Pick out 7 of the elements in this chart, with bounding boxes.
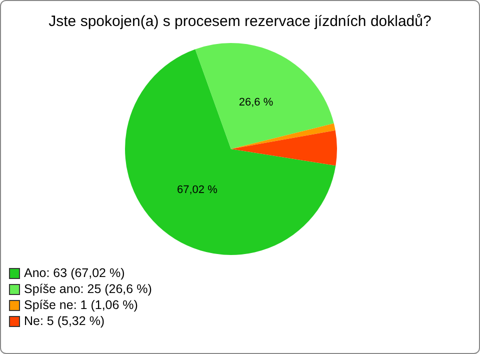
data-label: 67,02 % — [177, 184, 218, 196]
legend-label: Spíše ano: 25 (26,6 %) — [24, 281, 152, 297]
chart-title: Jste spokojen(a) s procesem rezervace jízdních dokladů? — [48, 13, 432, 30]
legend-label: Spíše ne: 1 (1,06 %) — [24, 297, 138, 313]
legend-label: Ne: 5 (5,32 %) — [24, 313, 105, 329]
data-label: 26,6 % — [238, 96, 274, 108]
legend-label: Ano: 63 (67,02 %) — [24, 265, 125, 281]
